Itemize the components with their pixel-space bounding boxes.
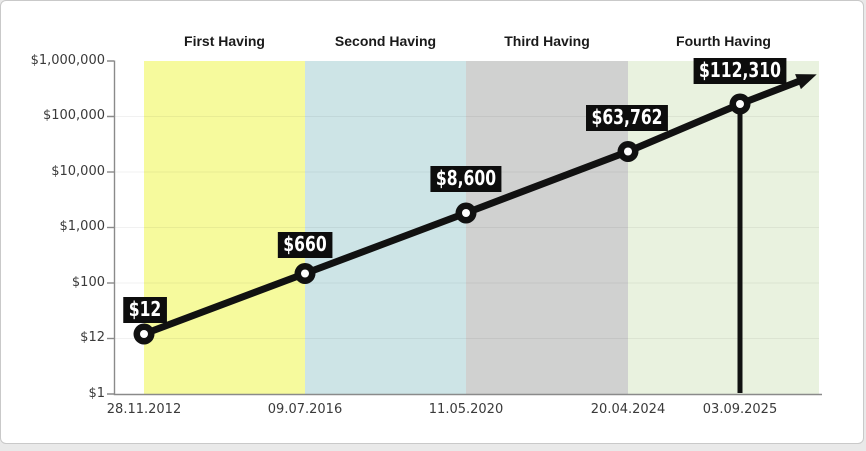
y-axis-ticks: [107, 60, 114, 395]
price-callout-112310: $112,310: [693, 58, 787, 84]
era-header-second-halving: Second Having: [334, 33, 437, 49]
x-tick-label-2020: 11.05.2020: [428, 402, 504, 417]
price-callout-8600: $8,600: [430, 166, 502, 192]
axis-lines: [113, 60, 822, 396]
era-header-first-halving: First Having: [184, 33, 265, 49]
band-second-halving: [305, 61, 466, 394]
y-tick-label-100000: $100,000: [42, 108, 105, 123]
y-tick-label-1000000: $1,000,000: [30, 53, 105, 68]
era-header-fourth-halving: Fourth Having: [676, 33, 771, 49]
y-tick-label-12: $12: [80, 330, 105, 345]
y-tick-label-10000: $10,000: [51, 164, 105, 179]
marker-2024-dot: [624, 147, 632, 156]
marker-2025-dot: [736, 100, 744, 108]
marker-2016-dot: [301, 269, 309, 278]
halving-price-chart: [107, 60, 822, 396]
price-callout-660: $660: [277, 232, 333, 258]
y-tick-label-1000: $1,000: [59, 219, 106, 234]
y-tick-label-100: $100: [71, 275, 105, 290]
x-tick-label-2016: 09.07.2016: [267, 402, 343, 417]
y-tick-label-1: $1: [88, 386, 105, 401]
band-first-halving: [144, 61, 305, 394]
x-tick-label-2024: 20.04.2024: [590, 402, 666, 417]
x-tick-label-2012: 28.11.2012: [106, 402, 182, 417]
x-tick-label-2025: 03.09.2025: [702, 402, 778, 417]
marker-2012-dot: [140, 330, 148, 338]
trend-arrowhead-icon: [795, 74, 817, 90]
price-callout-63762: $63,762: [586, 105, 668, 131]
marker-2020-dot: [462, 209, 470, 217]
era-header-third-halving: Third Having: [504, 33, 590, 49]
price-callout-12: $12: [123, 297, 167, 323]
data-markers: [133, 93, 751, 345]
